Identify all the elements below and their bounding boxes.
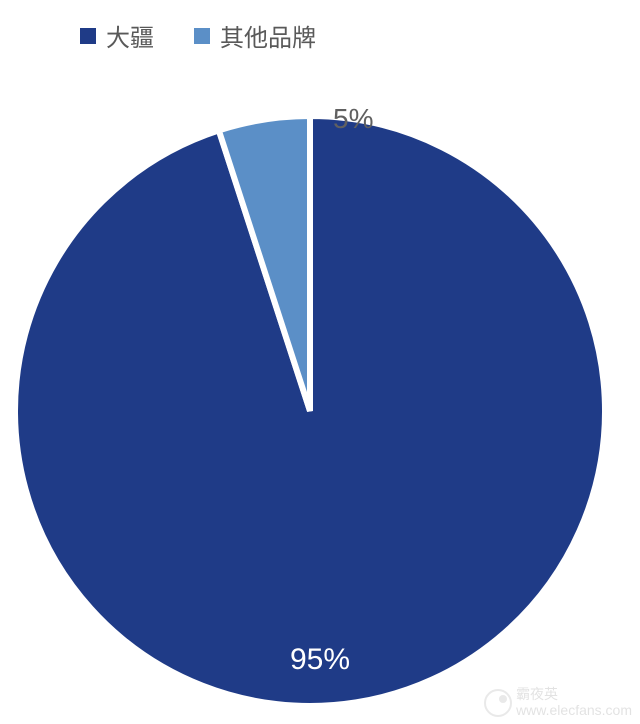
watermark: 霸夜英 www.elecfans.com <box>484 687 632 718</box>
pie-chart: 95% 5% <box>0 53 640 713</box>
legend-item: 其他品牌 <box>194 18 316 53</box>
watermark-line2: www.elecfans.com <box>516 703 632 718</box>
slice-label: 95% <box>290 643 350 677</box>
chart-legend: 大疆 其他品牌 <box>0 0 640 53</box>
watermark-logo-icon <box>484 689 512 717</box>
legend-item: 大疆 <box>80 18 154 53</box>
legend-swatch-icon <box>194 28 210 44</box>
pie-svg <box>0 53 640 713</box>
watermark-line1: 霸夜英 <box>516 687 632 702</box>
legend-label: 大疆 <box>106 18 154 53</box>
watermark-text: 霸夜英 www.elecfans.com <box>516 687 632 718</box>
slice-label: 5% <box>333 103 373 135</box>
legend-label: 其他品牌 <box>220 18 316 53</box>
legend-swatch-icon <box>80 28 96 44</box>
